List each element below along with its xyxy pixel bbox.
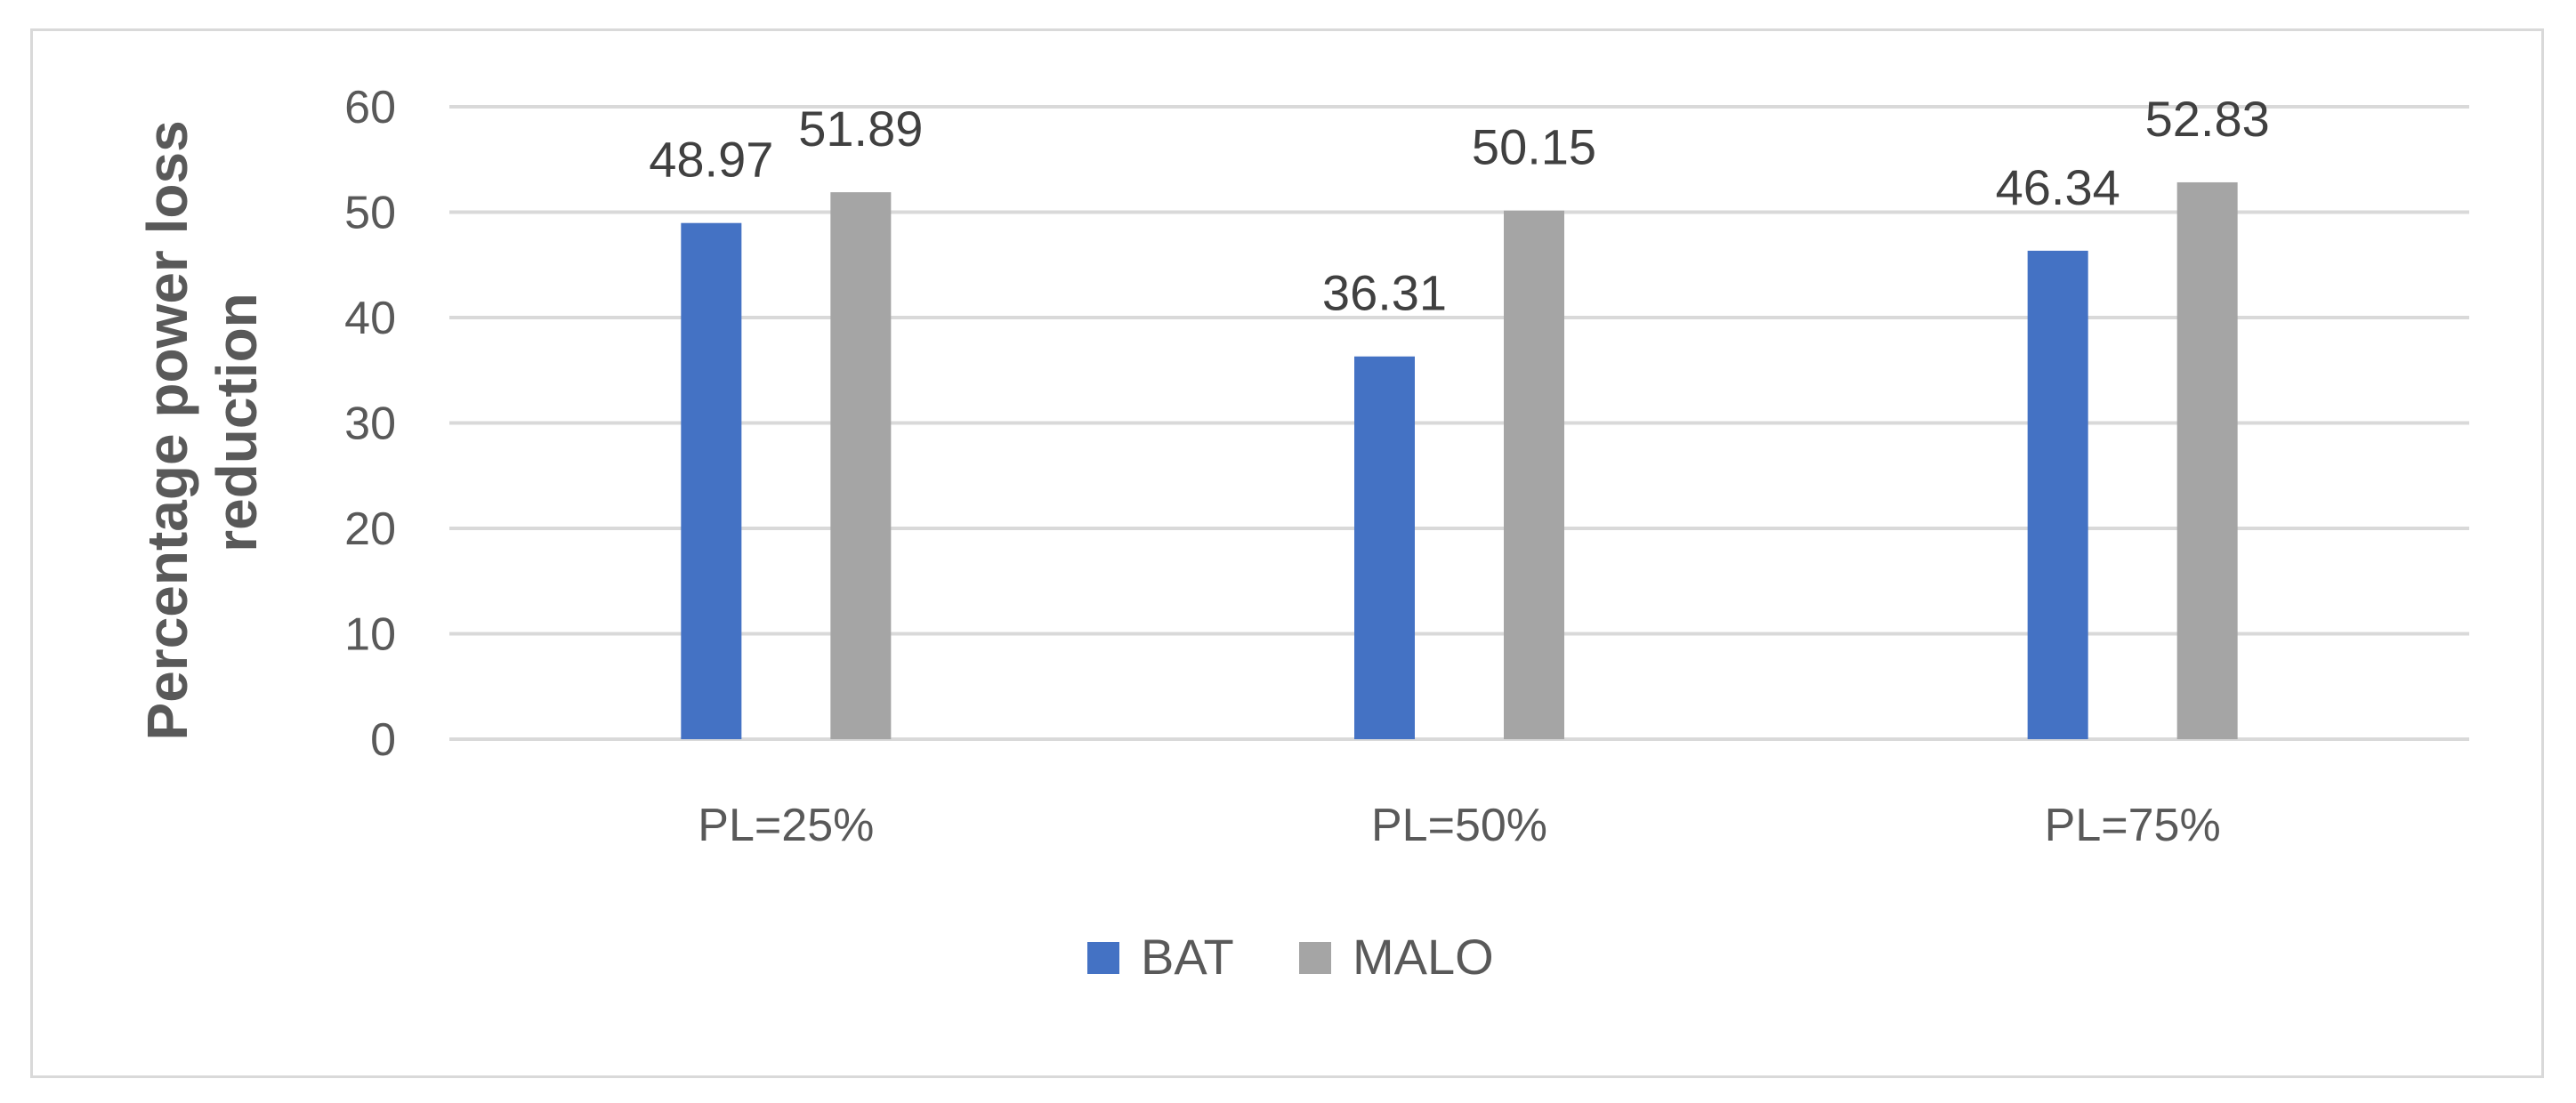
y-tick-label: 10	[344, 609, 396, 661]
y-axis-title-line-2: reduction	[205, 293, 269, 552]
legend-label-bat: BAT	[1141, 929, 1234, 985]
legend-swatch-malo	[1299, 942, 1331, 974]
bars	[681, 181, 2238, 740]
data-label-malo-2: 50.15	[1472, 119, 1596, 175]
bar-malo-1	[830, 192, 892, 739]
x-tick-label: PL=25%	[698, 800, 874, 851]
chart-frame	[30, 28, 2544, 1078]
y-tick-label: 30	[344, 399, 396, 450]
y-tick-label: 20	[344, 503, 396, 555]
x-tick-label: PL=75%	[2045, 800, 2221, 851]
bar-bat-2	[1354, 356, 1415, 739]
y-axis-title: Percentage power loss reduction	[135, 105, 269, 741]
legend: BAT MALO	[1087, 929, 1494, 985]
legend-swatch-bat	[1087, 942, 1119, 974]
y-tick-labels: 0 10 20 30 40 50 60	[344, 82, 396, 766]
x-tick-labels: PL=25% PL=50% PL=75%	[698, 800, 2220, 851]
x-tick-label: PL=50%	[1371, 800, 1547, 851]
bar-malo-2	[1504, 210, 1564, 739]
legend-label-malo: MALO	[1353, 929, 1494, 985]
data-label-malo-1: 51.89	[798, 101, 923, 157]
data-label-bat-1: 48.97	[649, 132, 773, 188]
data-labels: 48.97 51.89 36.31 50.15 46.34 52.83	[649, 91, 2269, 321]
bar-malo-3	[2176, 181, 2238, 740]
bar-bat-1	[681, 222, 742, 739]
y-tick-label: 60	[344, 82, 396, 133]
y-tick-label: 40	[344, 293, 396, 344]
y-axis-title-line-1: Percentage power loss	[135, 120, 199, 740]
data-label-bat-2: 36.31	[1322, 265, 1447, 321]
bar-bat-3	[2027, 250, 2088, 740]
data-label-malo-3: 52.83	[2145, 91, 2270, 147]
y-tick-label: 50	[344, 188, 396, 239]
gridlines	[449, 105, 2469, 741]
y-tick-label: 0	[370, 714, 396, 766]
data-label-bat-3: 46.34	[1996, 159, 2120, 215]
